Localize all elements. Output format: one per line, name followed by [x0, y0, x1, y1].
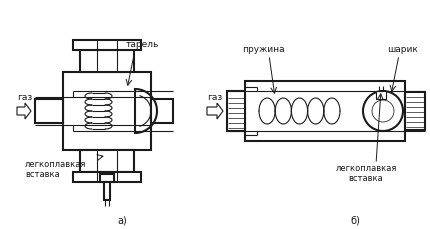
Polygon shape — [63, 73, 151, 150]
Polygon shape — [227, 92, 245, 131]
Circle shape — [372, 101, 394, 123]
Polygon shape — [104, 182, 110, 200]
Text: шарик: шарик — [387, 45, 418, 54]
Text: легкоплавкая
вставка: легкоплавкая вставка — [335, 163, 397, 183]
Text: тарель: тарель — [125, 40, 159, 49]
Polygon shape — [80, 150, 134, 172]
Circle shape — [363, 92, 403, 131]
Text: б): б) — [350, 215, 360, 225]
Text: газ: газ — [207, 93, 222, 101]
Polygon shape — [245, 82, 405, 141]
Polygon shape — [100, 174, 114, 182]
Text: легкоплавкая
вставка: легкоплавкая вставка — [25, 159, 86, 179]
Polygon shape — [73, 172, 141, 182]
Text: газ: газ — [17, 93, 32, 101]
Polygon shape — [35, 100, 63, 123]
Text: а): а) — [117, 215, 127, 225]
Polygon shape — [376, 92, 386, 100]
Polygon shape — [80, 51, 134, 73]
Polygon shape — [151, 100, 173, 123]
Polygon shape — [405, 93, 425, 131]
Text: пружина: пружина — [242, 45, 284, 54]
Polygon shape — [17, 104, 31, 120]
Polygon shape — [207, 104, 223, 120]
Polygon shape — [73, 41, 141, 51]
